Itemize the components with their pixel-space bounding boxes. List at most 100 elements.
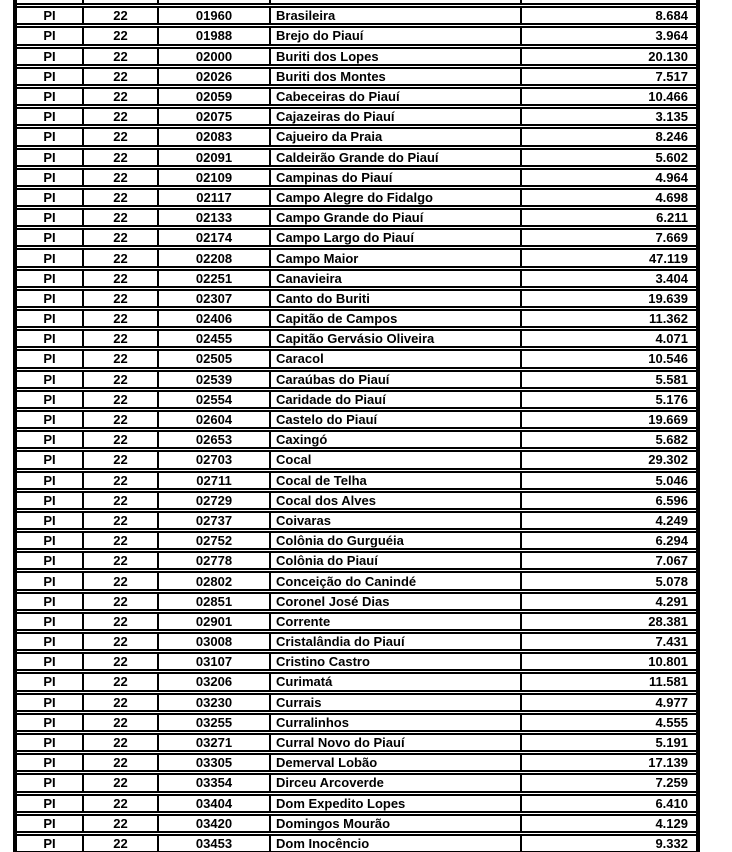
- cell-state: PI: [17, 189, 84, 206]
- cell-municipality-code: 02901: [159, 613, 271, 629]
- cell-municipality-name: Cocal de Telha: [271, 472, 522, 488]
- cell-municipality-name: Curral Novo do Piauí: [271, 734, 522, 751]
- cell-municipality-name: Cocal: [271, 452, 522, 468]
- cell-state-code: 22: [84, 533, 159, 549]
- cell-state-code: 22: [84, 593, 159, 609]
- table-row: PI 22 03420 Domingos Mourão 4.129: [17, 813, 696, 833]
- cell-population-value: 4.977: [655, 694, 688, 710]
- cell-municipality-name: Campo Alegre do Fidalgo: [271, 189, 522, 206]
- cell-population-value: 11.362: [648, 311, 688, 327]
- table-row: PI 22 02307 Canto do Buriti 19.639: [17, 288, 696, 308]
- cell-state: PI: [17, 593, 84, 609]
- cell-population-value: 4.129: [655, 815, 688, 831]
- table-row: PI 22 02133 Campo Grande do Piauí 6.211: [17, 208, 696, 228]
- table-row: PI 22 03305 Demerval Lobão 17.139: [17, 753, 696, 773]
- cell-state-code: 22: [84, 553, 159, 569]
- cell-state-code: 22: [84, 129, 159, 145]
- cell-state: PI: [17, 694, 84, 710]
- cell-municipality-code: 02406: [159, 311, 271, 327]
- cell-population-value: 19.669: [648, 412, 688, 428]
- cell-population-value: 4.291: [655, 593, 688, 609]
- cell-municipality-code: 03404: [159, 795, 271, 811]
- cell-population-value: 6.410: [655, 795, 688, 811]
- cell-state: PI: [17, 634, 84, 650]
- table-row: PI 22 02117 Campo Alegre do Fidalgo 4.69…: [17, 187, 696, 208]
- cell-state-code: 22: [84, 634, 159, 650]
- cell-municipality-code: 03206: [159, 674, 271, 690]
- table-row: PI 22 03354 Dirceu Arcoverde 7.259: [17, 773, 696, 793]
- cell-municipality-code: 03230: [159, 694, 271, 710]
- cell-municipality-name: Dirceu Arcoverde: [271, 775, 522, 791]
- cell-state: PI: [17, 613, 84, 629]
- cell-municipality-name: Coivaras: [271, 512, 522, 529]
- cell-municipality-code: 02251: [159, 270, 271, 286]
- cell-state: PI: [17, 48, 84, 64]
- cell-municipality-name: Brejo do Piauí: [271, 28, 522, 44]
- cell-population-value: 5.176: [655, 391, 688, 407]
- cell-municipality-name: Corrente: [271, 613, 522, 629]
- cell-municipality-name: Capitão de Campos: [271, 311, 522, 327]
- table-row: PI 22 02604 Castelo do Piauí 19.669: [17, 409, 696, 430]
- cell-state-code: 22: [84, 351, 159, 367]
- table-row: PI 22 02208 Campo Maior 47.119: [17, 248, 696, 268]
- cell-state-code: 22: [84, 88, 159, 105]
- cell-municipality-code: 02026: [159, 68, 271, 84]
- cell-population-value: 7.067: [655, 553, 688, 569]
- cell-population-value: 4.964: [655, 169, 688, 185]
- cell-state: PI: [17, 8, 84, 24]
- table-row: PI 22 02091 Caldeirão Grande do Piauí 5.…: [17, 147, 696, 167]
- cell-state-code: 22: [84, 169, 159, 185]
- cell-municipality-code: 02729: [159, 492, 271, 508]
- cell-state: PI: [17, 795, 84, 811]
- cell-municipality-name: Cocal dos Alves: [271, 492, 522, 508]
- cell-population-value: 20.130: [648, 48, 688, 64]
- cell-municipality-code: 02091: [159, 149, 271, 165]
- cell-state: PI: [17, 674, 84, 690]
- cell-municipality-code: 02752: [159, 533, 271, 549]
- cell-population-value: 17.139: [648, 755, 688, 771]
- table-row: PI 22 03404 Dom Expedito Lopes 6.410: [17, 793, 696, 813]
- cell-state-code: 22: [84, 452, 159, 468]
- cell-state: PI: [17, 512, 84, 529]
- cell-state: PI: [17, 755, 84, 771]
- cell-population-value: 5.191: [655, 735, 688, 751]
- cell-population-value: 7.259: [655, 775, 688, 791]
- cell-municipality-name: Cajueiro da Praia: [271, 129, 522, 145]
- table-row: PI 22 02729 Cocal dos Alves 6.596: [17, 490, 696, 510]
- cell-municipality-code: 02604: [159, 411, 271, 428]
- cell-municipality-name: Coronel José Dias: [271, 593, 522, 609]
- cell-municipality-name: Curralinhos: [271, 714, 522, 730]
- cell-municipality-name: Dom Inocêncio: [271, 835, 522, 852]
- cell-municipality-name: Campinas do Piauí: [271, 169, 522, 185]
- cell-population-value: 4.555: [655, 714, 688, 730]
- cell-state-code: 22: [84, 815, 159, 831]
- cell-municipality-code: 02208: [159, 250, 271, 266]
- cell-state-code: 22: [84, 654, 159, 670]
- cell-state-code: 22: [84, 432, 159, 448]
- cell-population-value: 7.517: [655, 68, 688, 84]
- cell-state-code: 22: [84, 109, 159, 125]
- table-row: PI 22 03271 Curral Novo do Piauí 5.191: [17, 732, 696, 753]
- cell-population-value: 5.078: [655, 573, 688, 589]
- cell-municipality-name: Conceição do Canindé: [271, 573, 522, 589]
- cell-state: PI: [17, 129, 84, 145]
- cell-population-value: 47.119: [648, 250, 688, 266]
- municipalities-table: PI 22 01960 Brasileira 8.684 PI 22 01988…: [13, 0, 700, 852]
- cell-population-value: 5.682: [655, 432, 688, 448]
- cell-municipality-name: Caridade do Piauí: [271, 391, 522, 407]
- cell-municipality-code: 03107: [159, 654, 271, 670]
- cell-municipality-code: 02653: [159, 432, 271, 448]
- cell-municipality-code: 02851: [159, 593, 271, 609]
- cell-population-value: 5.046: [655, 472, 688, 488]
- cell-population-value: 8.246: [655, 129, 688, 145]
- cell-municipality-name: Caxingó: [271, 432, 522, 448]
- cell-state: PI: [17, 654, 84, 670]
- cell-population-value: 3.135: [655, 109, 688, 125]
- cell-state-code: 22: [84, 674, 159, 690]
- cell-municipality-code: 02000: [159, 48, 271, 64]
- cell-state-code: 22: [84, 734, 159, 751]
- table-rows-container: PI 22 01960 Brasileira 8.684 PI 22 01988…: [17, 6, 696, 852]
- cell-population-value: 3.404: [655, 270, 688, 286]
- cell-population-value: 7.431: [655, 634, 688, 650]
- cell-municipality-code: 02505: [159, 351, 271, 367]
